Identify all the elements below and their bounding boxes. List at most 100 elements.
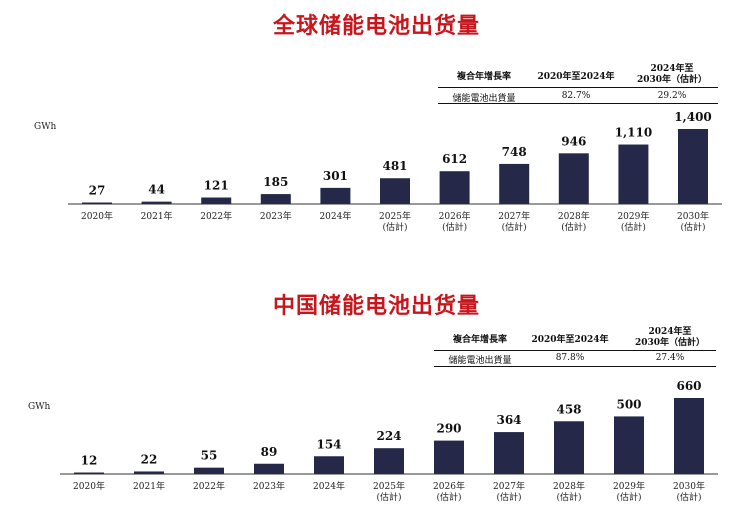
bar-value-label: 946 <box>561 134 586 148</box>
cagr-divider <box>434 350 716 351</box>
chart-title: 中国储能电池出货量 <box>272 293 480 319</box>
bar <box>678 129 708 204</box>
x-tick-label: 2028年 <box>558 210 590 222</box>
bar-value-label: 748 <box>502 145 527 159</box>
x-tick-label: 2024年 <box>313 480 345 492</box>
x-tick-label: 2024年 <box>319 210 351 222</box>
bar <box>374 448 404 474</box>
chart-title: 全球储能电池出货量 <box>272 13 480 39</box>
x-tick-label: 2029年 <box>617 210 649 222</box>
cagr-col2-header-line2: 2030年（估計） <box>636 75 708 85</box>
x-tick-note: (估計) <box>621 221 646 233</box>
bar-value-label: 364 <box>496 413 521 427</box>
bar-value-label: 22 <box>141 452 158 466</box>
cagr-value-2020-2024: 82.7% <box>561 91 591 101</box>
bar-value-label: 612 <box>442 152 467 166</box>
cagr-value-2024-2030: 29.2% <box>657 91 687 101</box>
bar-value-label: 27 <box>89 184 106 198</box>
x-tick-label: 2029年 <box>613 480 645 492</box>
bar-value-label: 301 <box>323 169 348 183</box>
cagr-value-2020-2024: 87.8% <box>555 353 585 363</box>
bar <box>614 416 644 474</box>
x-tick-label: 2022年 <box>200 210 232 222</box>
x-tick-label: 2022年 <box>193 480 225 492</box>
x-tick-label: 2023年 <box>260 210 292 222</box>
bar-value-label: 660 <box>676 379 701 393</box>
bar <box>320 187 351 204</box>
bar-value-label: 290 <box>436 422 461 436</box>
bar <box>554 421 584 474</box>
cagr-divider <box>438 87 718 88</box>
bar-value-label: 1,110 <box>615 126 653 140</box>
x-tick-label: 2030年 <box>673 480 705 492</box>
global-chart-panel: 全球储能电池出货量 複合年增長率 2020年至2024年 2024年至 2030… <box>34 13 722 233</box>
x-tick-label: 2020年 <box>73 480 105 492</box>
bar <box>499 163 530 204</box>
x-tick-label: 2025年 <box>373 480 405 492</box>
cagr-col2-header-line1: 2024年至 <box>648 327 692 337</box>
x-tick-note: (估計) <box>496 491 521 503</box>
x-tick-label: 2021年 <box>133 480 165 492</box>
cagr-col1-header: 2020年至2024年 <box>531 335 609 345</box>
x-tick-label: 2027年 <box>493 480 525 492</box>
bar <box>618 144 649 204</box>
bar-value-label: 154 <box>316 437 341 451</box>
cagr-col2-header-line2: 2030年（估計） <box>634 338 706 348</box>
cagr-divider-bottom <box>434 366 716 367</box>
bar-value-label: 224 <box>376 429 401 443</box>
bar-value-label: 458 <box>556 402 581 416</box>
x-tick-note: (估計) <box>556 491 581 503</box>
x-tick-note: (估計) <box>561 221 586 233</box>
x-tick-note: (估計) <box>616 491 641 503</box>
global-bar-chart: 27 2020年 44 2021年 121 2022年 185 2023年 301 2024年 48… <box>68 110 722 233</box>
x-tick-note: (估計) <box>680 221 705 233</box>
cagr-divider-bottom <box>438 103 718 104</box>
x-tick-note: (估計) <box>442 221 467 233</box>
bar-value-label: 1,400 <box>674 110 712 124</box>
china-chart-panel: 中国储能电池出货量 複合年增長率 2020年至2024年 2024年至 2030… <box>0 263 753 526</box>
bar <box>74 472 104 474</box>
bar <box>201 197 232 204</box>
bar <box>314 456 344 474</box>
bar-value-label: 55 <box>201 449 218 463</box>
x-tick-label: 2023年 <box>253 480 285 492</box>
x-tick-label: 2020年 <box>81 210 113 222</box>
bar <box>439 171 470 204</box>
x-tick-label: 2030年 <box>677 210 709 222</box>
x-tick-note: (估計) <box>376 491 401 503</box>
x-tick-label: 2027年 <box>498 210 530 222</box>
y-axis-unit: GWh <box>34 122 57 132</box>
x-tick-note: (估計) <box>436 491 461 503</box>
bar-value-label: 44 <box>148 183 165 197</box>
cagr-header-label: 複合年增長率 <box>452 335 507 345</box>
bar <box>254 463 284 474</box>
bar <box>134 471 164 474</box>
cagr-row-label: 儲能電池出貨量 <box>452 94 516 104</box>
bar-value-label: 121 <box>204 179 229 193</box>
x-tick-note: (估計) <box>676 491 701 503</box>
bar <box>558 153 589 204</box>
y-axis-unit: GWh <box>28 402 51 412</box>
bar <box>434 440 464 474</box>
bar-value-label: 481 <box>382 159 407 173</box>
x-tick-label: 2026年 <box>439 210 471 222</box>
china-bar-chart: 12 2020年 22 2021年 55 2022年 89 2023年 154 2024年 224 2… <box>60 379 718 503</box>
bar <box>260 194 291 204</box>
bar-value-label: 500 <box>616 397 641 411</box>
x-tick-label: 2026年 <box>433 480 465 492</box>
x-tick-label: 2021年 <box>141 210 173 222</box>
cagr-header-label: 複合年增長率 <box>456 72 511 82</box>
bar-value-label: 12 <box>81 454 98 468</box>
cagr-row-label: 儲能電池出貨量 <box>448 356 512 366</box>
bar <box>82 202 112 204</box>
bar <box>194 467 224 474</box>
cagr-value-2024-2030: 27.4% <box>655 353 685 363</box>
bar-value-label: 89 <box>261 445 278 459</box>
x-tick-note: (估計) <box>382 221 407 233</box>
cagr-col1-header: 2020年至2024年 <box>537 72 615 82</box>
bar-value-label: 185 <box>263 175 288 189</box>
bar <box>674 398 704 474</box>
x-tick-note: (估計) <box>502 221 527 233</box>
bar <box>494 432 524 474</box>
bar <box>141 201 172 204</box>
